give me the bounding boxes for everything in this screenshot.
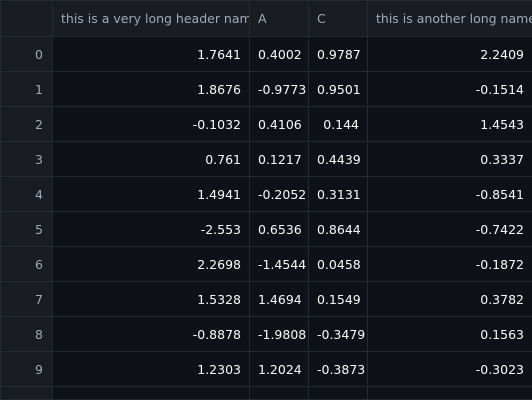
table-cell[interactable]: 2.2409: [367, 36, 532, 72]
table-cell[interactable]: -1.9808: [249, 316, 309, 352]
table-cell[interactable]: -0.9773: [249, 71, 309, 107]
table-cell[interactable]: 1.2024: [249, 351, 309, 387]
column-header-a[interactable]: A: [249, 0, 309, 37]
table-cell[interactable]: -0.3023: [367, 351, 532, 387]
row-index: 3: [0, 141, 53, 177]
table-cell[interactable]: [249, 386, 309, 400]
table-cell[interactable]: 1.7641: [52, 36, 250, 72]
table-cell[interactable]: 0.4439: [308, 141, 368, 177]
table-row: 9 1.2303 1.2024 -0.3873 -0.3023: [0, 351, 532, 387]
table-cell[interactable]: -0.8878: [52, 316, 250, 352]
table-cell[interactable]: 0.4002: [249, 36, 309, 72]
column-header-c[interactable]: C: [308, 0, 368, 37]
table-row: 7 1.5328 1.4694 0.1549 0.3782: [0, 281, 532, 317]
table-cell[interactable]: 1.4543: [367, 106, 532, 142]
table-row: 8 -0.8878 -1.9808 -0.3479 0.1563: [0, 316, 532, 352]
table-cell[interactable]: 0.9787: [308, 36, 368, 72]
table-cell[interactable]: 0.144: [308, 106, 368, 142]
table-cell[interactable]: 0.1217: [249, 141, 309, 177]
table-cell[interactable]: 0.8644: [308, 211, 368, 247]
table-cell[interactable]: 0.6536: [249, 211, 309, 247]
table-cell[interactable]: -0.7422: [367, 211, 532, 247]
table-cell[interactable]: 0.9501: [308, 71, 368, 107]
row-index: 9: [0, 351, 53, 387]
table-row: 3 0.761 0.1217 0.4439 0.3337: [0, 141, 532, 177]
table-cell[interactable]: 1.4941: [52, 176, 250, 212]
table-cell[interactable]: 0.761: [52, 141, 250, 177]
table-cell[interactable]: 0.4106: [249, 106, 309, 142]
table-cell[interactable]: 1.5328: [52, 281, 250, 317]
table-row: 4 1.4941 -0.2052 0.3131 -0.8541: [0, 176, 532, 212]
table-cell[interactable]: -2.553: [52, 211, 250, 247]
row-index: 1: [0, 71, 53, 107]
table-cell[interactable]: -0.1032: [52, 106, 250, 142]
row-index: 7: [0, 281, 53, 317]
table-cell[interactable]: [52, 386, 250, 400]
column-header-index: [0, 0, 53, 37]
table-cell[interactable]: -0.2052: [249, 176, 309, 212]
table-row: 5 -2.553 0.6536 0.8644 -0.7422: [0, 211, 532, 247]
table-cell[interactable]: 0.3131: [308, 176, 368, 212]
column-header-very-long-name[interactable]: this is a very long header name: [52, 0, 250, 37]
table-cell[interactable]: 0.1549: [308, 281, 368, 317]
table-row: 0 1.7641 0.4002 0.9787 2.2409: [0, 36, 532, 72]
table-row: 6 2.2698 -1.4544 0.0458 -0.1872: [0, 246, 532, 282]
row-index: 2: [0, 106, 53, 142]
table-cell[interactable]: -0.3873: [308, 351, 368, 387]
table-row: 2 -0.1032 0.4106 0.144 1.4543: [0, 106, 532, 142]
row-index: 6: [0, 246, 53, 282]
table-cell[interactable]: 0.3337: [367, 141, 532, 177]
table-cell[interactable]: 1.4694: [249, 281, 309, 317]
row-index: 8: [0, 316, 53, 352]
header-row: this is a very long header name A C this…: [0, 0, 532, 37]
table-cell[interactable]: 1.8676: [52, 71, 250, 107]
row-index: 4: [0, 176, 53, 212]
column-header-another-long-name[interactable]: this is another long name: [367, 0, 532, 37]
table-row: 1 1.8676 -0.9773 0.9501 -0.1514: [0, 71, 532, 107]
table-cell[interactable]: 0.0458: [308, 246, 368, 282]
table-cell[interactable]: -0.8541: [367, 176, 532, 212]
table-cell[interactable]: 2.2698: [52, 246, 250, 282]
table-cell[interactable]: -0.3479: [308, 316, 368, 352]
table-row-partial: [0, 386, 532, 400]
row-index: 5: [0, 211, 53, 247]
row-index: 0: [0, 36, 53, 72]
row-index: [0, 386, 53, 400]
table-cell[interactable]: [308, 386, 368, 400]
table-cell[interactable]: 1.2303: [52, 351, 250, 387]
table-cell[interactable]: -0.1872: [367, 246, 532, 282]
table-cell[interactable]: 0.3782: [367, 281, 532, 317]
table-cell[interactable]: [367, 386, 532, 400]
table-cell[interactable]: -0.1514: [367, 71, 532, 107]
table-cell[interactable]: -1.4544: [249, 246, 309, 282]
table-cell[interactable]: 0.1563: [367, 316, 532, 352]
